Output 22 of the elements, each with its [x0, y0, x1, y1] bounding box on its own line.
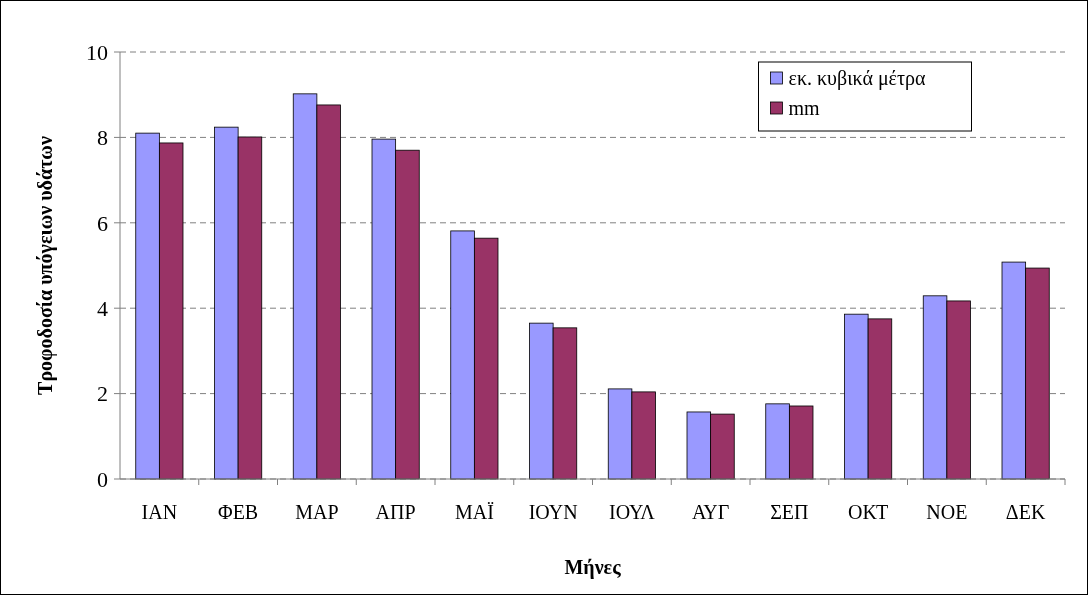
x-tick-label: ΙΟΥΛ: [608, 501, 656, 523]
y-tick-label: 6: [97, 210, 108, 236]
x-tick-label: ΜΑΡ: [295, 501, 339, 523]
y-tick-label: 10: [86, 39, 108, 65]
x-tick-label: ΑΥΓ: [691, 501, 730, 523]
y-tick-label: 4: [97, 295, 108, 321]
legend-label: εκ. κυβικά μέτρα: [788, 67, 927, 90]
x-tick-label: ΦΕΒ: [218, 501, 259, 523]
y-tick-label: 0: [97, 466, 108, 492]
legend-label: mm: [788, 97, 821, 119]
x-tick-label: ΟΚΤ: [848, 501, 889, 523]
x-axis-title: Μήνες: [564, 556, 622, 579]
x-tick-label: ΙΑΝ: [141, 501, 178, 523]
x-tick-label: ΔΕΚ: [1005, 501, 1046, 523]
y-tick-label: 2: [97, 381, 108, 407]
x-tick-label: ΜΑΪ: [454, 501, 495, 523]
x-tick-label: ΑΠΡ: [375, 501, 416, 523]
y-axis-title: Τροφοδοσία υπόγειων υδάτων: [34, 136, 57, 395]
x-tick-label: ΝΟΕ: [926, 501, 968, 523]
x-tick-label: ΙΟΥΝ: [528, 501, 578, 523]
y-tick-label: 8: [97, 125, 108, 151]
x-tick-label: ΣΕΠ: [770, 501, 809, 523]
